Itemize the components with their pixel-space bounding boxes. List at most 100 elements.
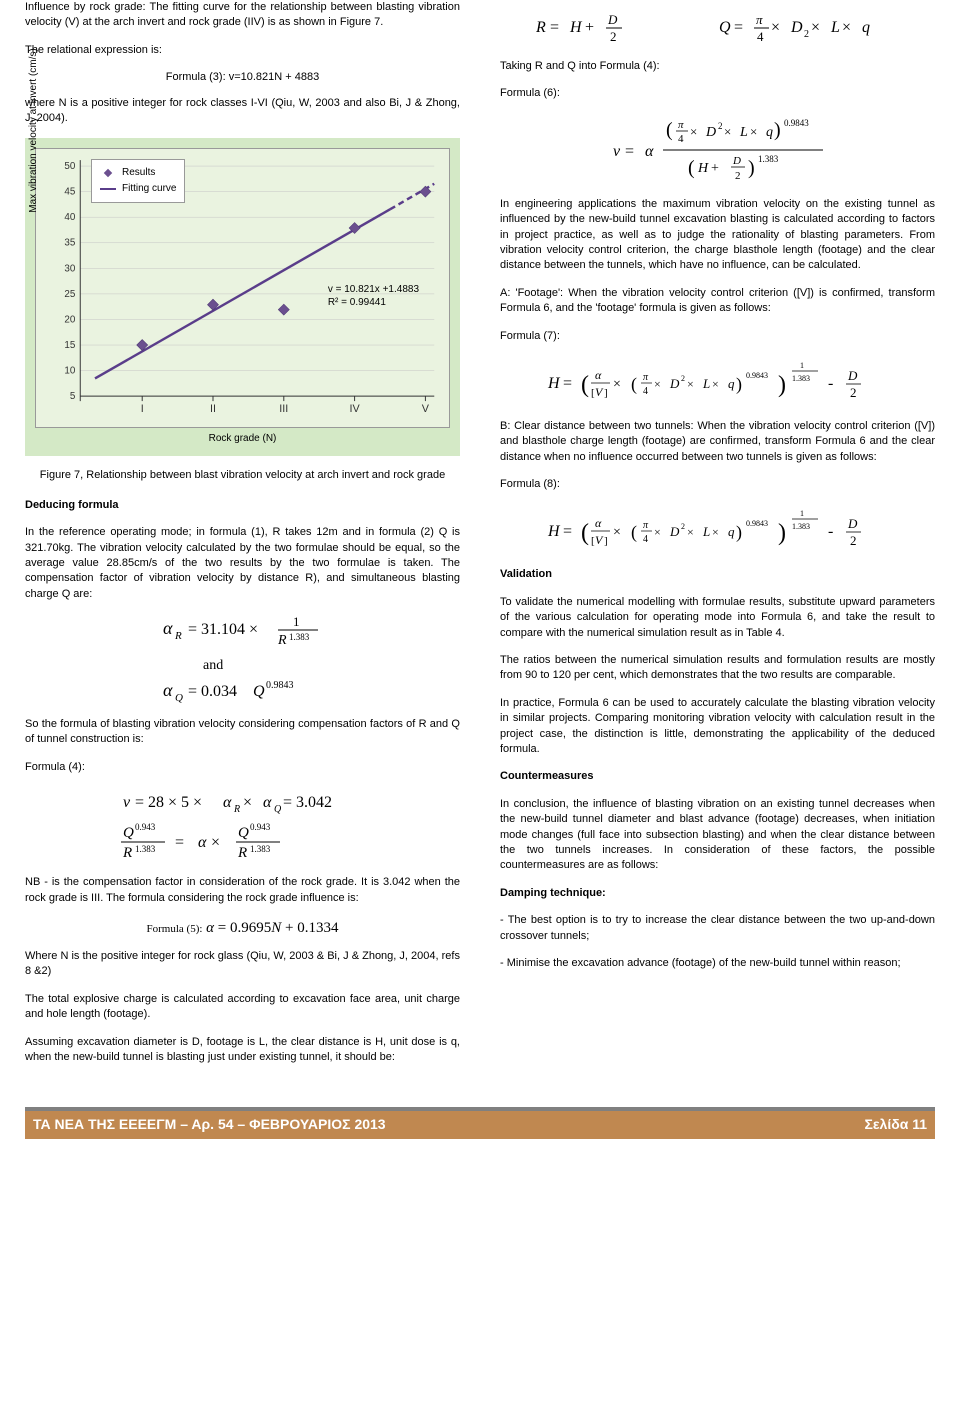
svg-text:×: × — [654, 525, 661, 539]
legend-row-fitting: Fitting curve — [100, 182, 176, 196]
svg-text:×: × — [211, 834, 220, 851]
svg-text:30: 30 — [64, 264, 75, 275]
svg-text:D: D — [669, 524, 680, 539]
svg-text:R: R — [237, 845, 247, 861]
paragraph: In conclusion, the influence of blasting… — [500, 797, 935, 874]
svg-text:q: q — [766, 125, 773, 140]
svg-text:= 28 × 5 ×: = 28 × 5 × — [135, 794, 202, 811]
svg-text:Q: Q — [274, 804, 282, 815]
paragraph: Assuming excavation diameter is D, foota… — [25, 1035, 460, 1066]
svg-text:v: v — [123, 794, 131, 811]
paragraph: - The best option is to try to increase … — [500, 913, 935, 944]
paragraph: Where N is the positive integer for rock… — [25, 949, 460, 980]
paragraph: So the formula of blasting vibration vel… — [25, 717, 460, 748]
svg-text:): ) — [778, 520, 786, 546]
heading-validation: Validation — [500, 567, 935, 582]
svg-text:=: = — [563, 375, 572, 392]
svg-text:]: ] — [604, 535, 608, 547]
svg-text:0.9843: 0.9843 — [746, 519, 768, 528]
svg-text:L: L — [702, 376, 710, 391]
svg-text:0.9843: 0.9843 — [746, 371, 768, 380]
right-column: R = H + D 2 Q = π 4 × D — [500, 0, 935, 1077]
paragraph: A: 'Footage': When the vibration velocit… — [500, 286, 935, 317]
svg-text:I: I — [141, 403, 144, 415]
svg-text:(: ( — [666, 119, 673, 141]
footer-right-text: Σελίδα 11 — [864, 1115, 927, 1135]
svg-text:0.943: 0.943 — [250, 822, 271, 832]
svg-text:R: R — [233, 804, 240, 815]
svg-text:Q: Q — [238, 825, 249, 841]
footer-banner: ΤΑ ΝΕΑ ΤΗΣ ΕΕΕΕΓΜ – Αρ. 54 – ΦΕΒΡΟΥΑΡΙΟΣ… — [25, 1111, 935, 1139]
svg-text:+: + — [711, 161, 719, 176]
svg-text:= 31.104 ×: = 31.104 × — [188, 621, 258, 638]
chart-legend: Results Fitting curve — [91, 159, 185, 203]
paragraph: Taking R and Q into Formula (4): — [500, 59, 935, 74]
paragraph: In practice, Formula 6 can be used to ac… — [500, 696, 935, 758]
x-axis-label: Rock grade (N) — [35, 432, 450, 446]
svg-text:V: V — [422, 403, 430, 415]
svg-text:): ) — [736, 522, 742, 543]
svg-text:(: ( — [581, 372, 589, 398]
svg-text:R: R — [277, 633, 287, 648]
svg-text:2: 2 — [681, 374, 685, 383]
svg-text:π: π — [756, 12, 763, 27]
formula-8-label: Formula (8): — [500, 477, 935, 492]
formula-6: v = α ( π 4 × D 2 × L × q ) 0.9843 — [578, 114, 858, 189]
formula-alpha-r-q: α R = 31.104 × 1 R 1.383 and α Q = 0.034… — [133, 614, 353, 709]
svg-text:×: × — [243, 794, 252, 811]
svg-text:0.943: 0.943 — [135, 822, 156, 832]
svg-text:4: 4 — [643, 534, 648, 545]
svg-text:1.383: 1.383 — [758, 154, 779, 164]
svg-text:Q: Q — [175, 692, 183, 704]
svg-text:5: 5 — [70, 391, 76, 402]
formula-3: Formula (3): v=10.821N + 4883 — [25, 70, 460, 85]
svg-text:35: 35 — [64, 238, 75, 249]
svg-text:1: 1 — [293, 614, 300, 629]
svg-text:2: 2 — [718, 121, 723, 131]
svg-text:π: π — [643, 520, 649, 531]
figure-7-caption: Figure 7, Relationship between blast vib… — [25, 468, 460, 483]
formula-8: H = ( α [ V ] × ( π 4 × D 2 × L × q — [528, 504, 908, 559]
svg-text:×: × — [654, 377, 661, 391]
svg-text:×: × — [724, 124, 731, 139]
svg-text:×: × — [811, 19, 820, 36]
svg-text:α: α — [595, 368, 602, 382]
svg-text:R: R — [536, 19, 546, 36]
svg-text:25: 25 — [64, 289, 75, 300]
left-column: Influence by rock grade: The fitting cur… — [25, 0, 460, 1077]
svg-text:=: = — [550, 19, 559, 36]
svg-text:D: D — [790, 19, 803, 36]
svg-text:III: III — [279, 403, 288, 415]
svg-text:×: × — [687, 525, 694, 539]
svg-text:×: × — [842, 19, 851, 36]
svg-text:q: q — [862, 19, 870, 36]
svg-text:0.9843: 0.9843 — [784, 118, 809, 128]
fitting-line-icon — [100, 188, 116, 190]
svg-text:1.383: 1.383 — [792, 374, 810, 383]
page-content: Influence by rock grade: The fitting cur… — [0, 0, 960, 1077]
svg-text:D: D — [705, 125, 716, 140]
svg-text:Q: Q — [123, 825, 134, 841]
svg-text:1.383: 1.383 — [289, 632, 310, 642]
svg-text:-: - — [828, 375, 833, 392]
svg-text:q: q — [728, 376, 735, 391]
paragraph: To validate the numerical modelling with… — [500, 595, 935, 641]
paragraph: B: Clear distance between two tunnels: W… — [500, 419, 935, 465]
chart-equation-text: v = 10.821x +1.4883 R² = 0.99441 — [328, 283, 419, 309]
svg-text:(: ( — [631, 374, 637, 395]
svg-text:1.383: 1.383 — [135, 844, 156, 854]
paragraph: - Minimise the excavation advance (foota… — [500, 956, 935, 971]
svg-text:α: α — [198, 834, 207, 851]
svg-text:α: α — [263, 794, 272, 811]
heading-deducing: Deducing formula — [25, 498, 460, 513]
svg-text:II: II — [210, 403, 216, 415]
svg-text:Q: Q — [253, 683, 265, 700]
svg-text:and: and — [203, 658, 223, 673]
svg-text:×: × — [712, 377, 719, 391]
svg-text:2: 2 — [804, 29, 809, 40]
svg-text:-: - — [828, 523, 833, 540]
svg-text:L: L — [830, 19, 840, 36]
svg-text:40: 40 — [64, 212, 75, 223]
svg-text:4: 4 — [757, 29, 764, 44]
svg-text:(: ( — [688, 157, 695, 179]
